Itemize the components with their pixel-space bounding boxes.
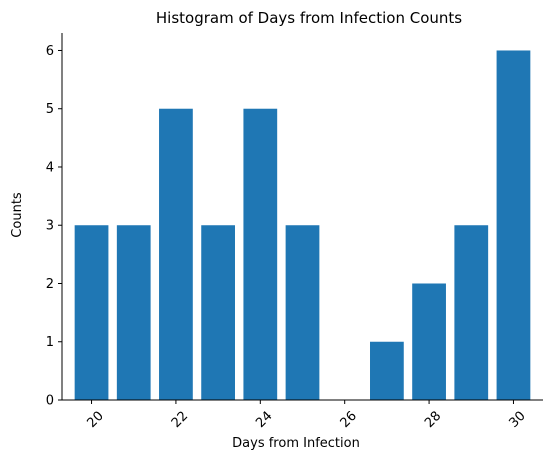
y-tick-label-6: 6 (46, 44, 54, 59)
bar-29 (454, 225, 489, 400)
bar-20 (74, 225, 109, 400)
bar-30 (496, 50, 531, 400)
x-tick-label-30: 30 (506, 409, 528, 431)
bar-24 (243, 108, 278, 400)
bar-23 (201, 225, 235, 400)
chart-title: Histogram of Days from Infection Counts (156, 9, 462, 27)
x-tick-label-28: 28 (422, 409, 444, 431)
y-axis-label: Counts (10, 192, 25, 238)
bars-group (74, 50, 531, 400)
bar-28 (412, 283, 446, 400)
x-tick-label-24: 24 (253, 409, 275, 431)
y-tick-label-5: 5 (46, 102, 54, 117)
x-axis-ticks: 20 22 24 26 28 30 (84, 400, 529, 431)
y-tick-label-4: 4 (46, 160, 54, 175)
x-tick-label-20: 20 (84, 409, 106, 431)
x-tick-label-22: 22 (169, 409, 191, 431)
y-tick-label-3: 3 (46, 219, 54, 234)
bar-27 (370, 341, 404, 400)
y-tick-label-0: 0 (46, 394, 54, 409)
y-tick-label-1: 1 (46, 335, 54, 350)
bar-21 (116, 225, 151, 400)
y-axis-ticks: 0 1 2 3 4 5 6 (46, 44, 62, 409)
x-tick-label-26: 26 (338, 409, 360, 431)
x-axis-label: Days from Infection (232, 436, 360, 451)
bar-22 (159, 108, 193, 400)
y-tick-label-2: 2 (46, 277, 54, 292)
bar-25 (285, 225, 320, 400)
